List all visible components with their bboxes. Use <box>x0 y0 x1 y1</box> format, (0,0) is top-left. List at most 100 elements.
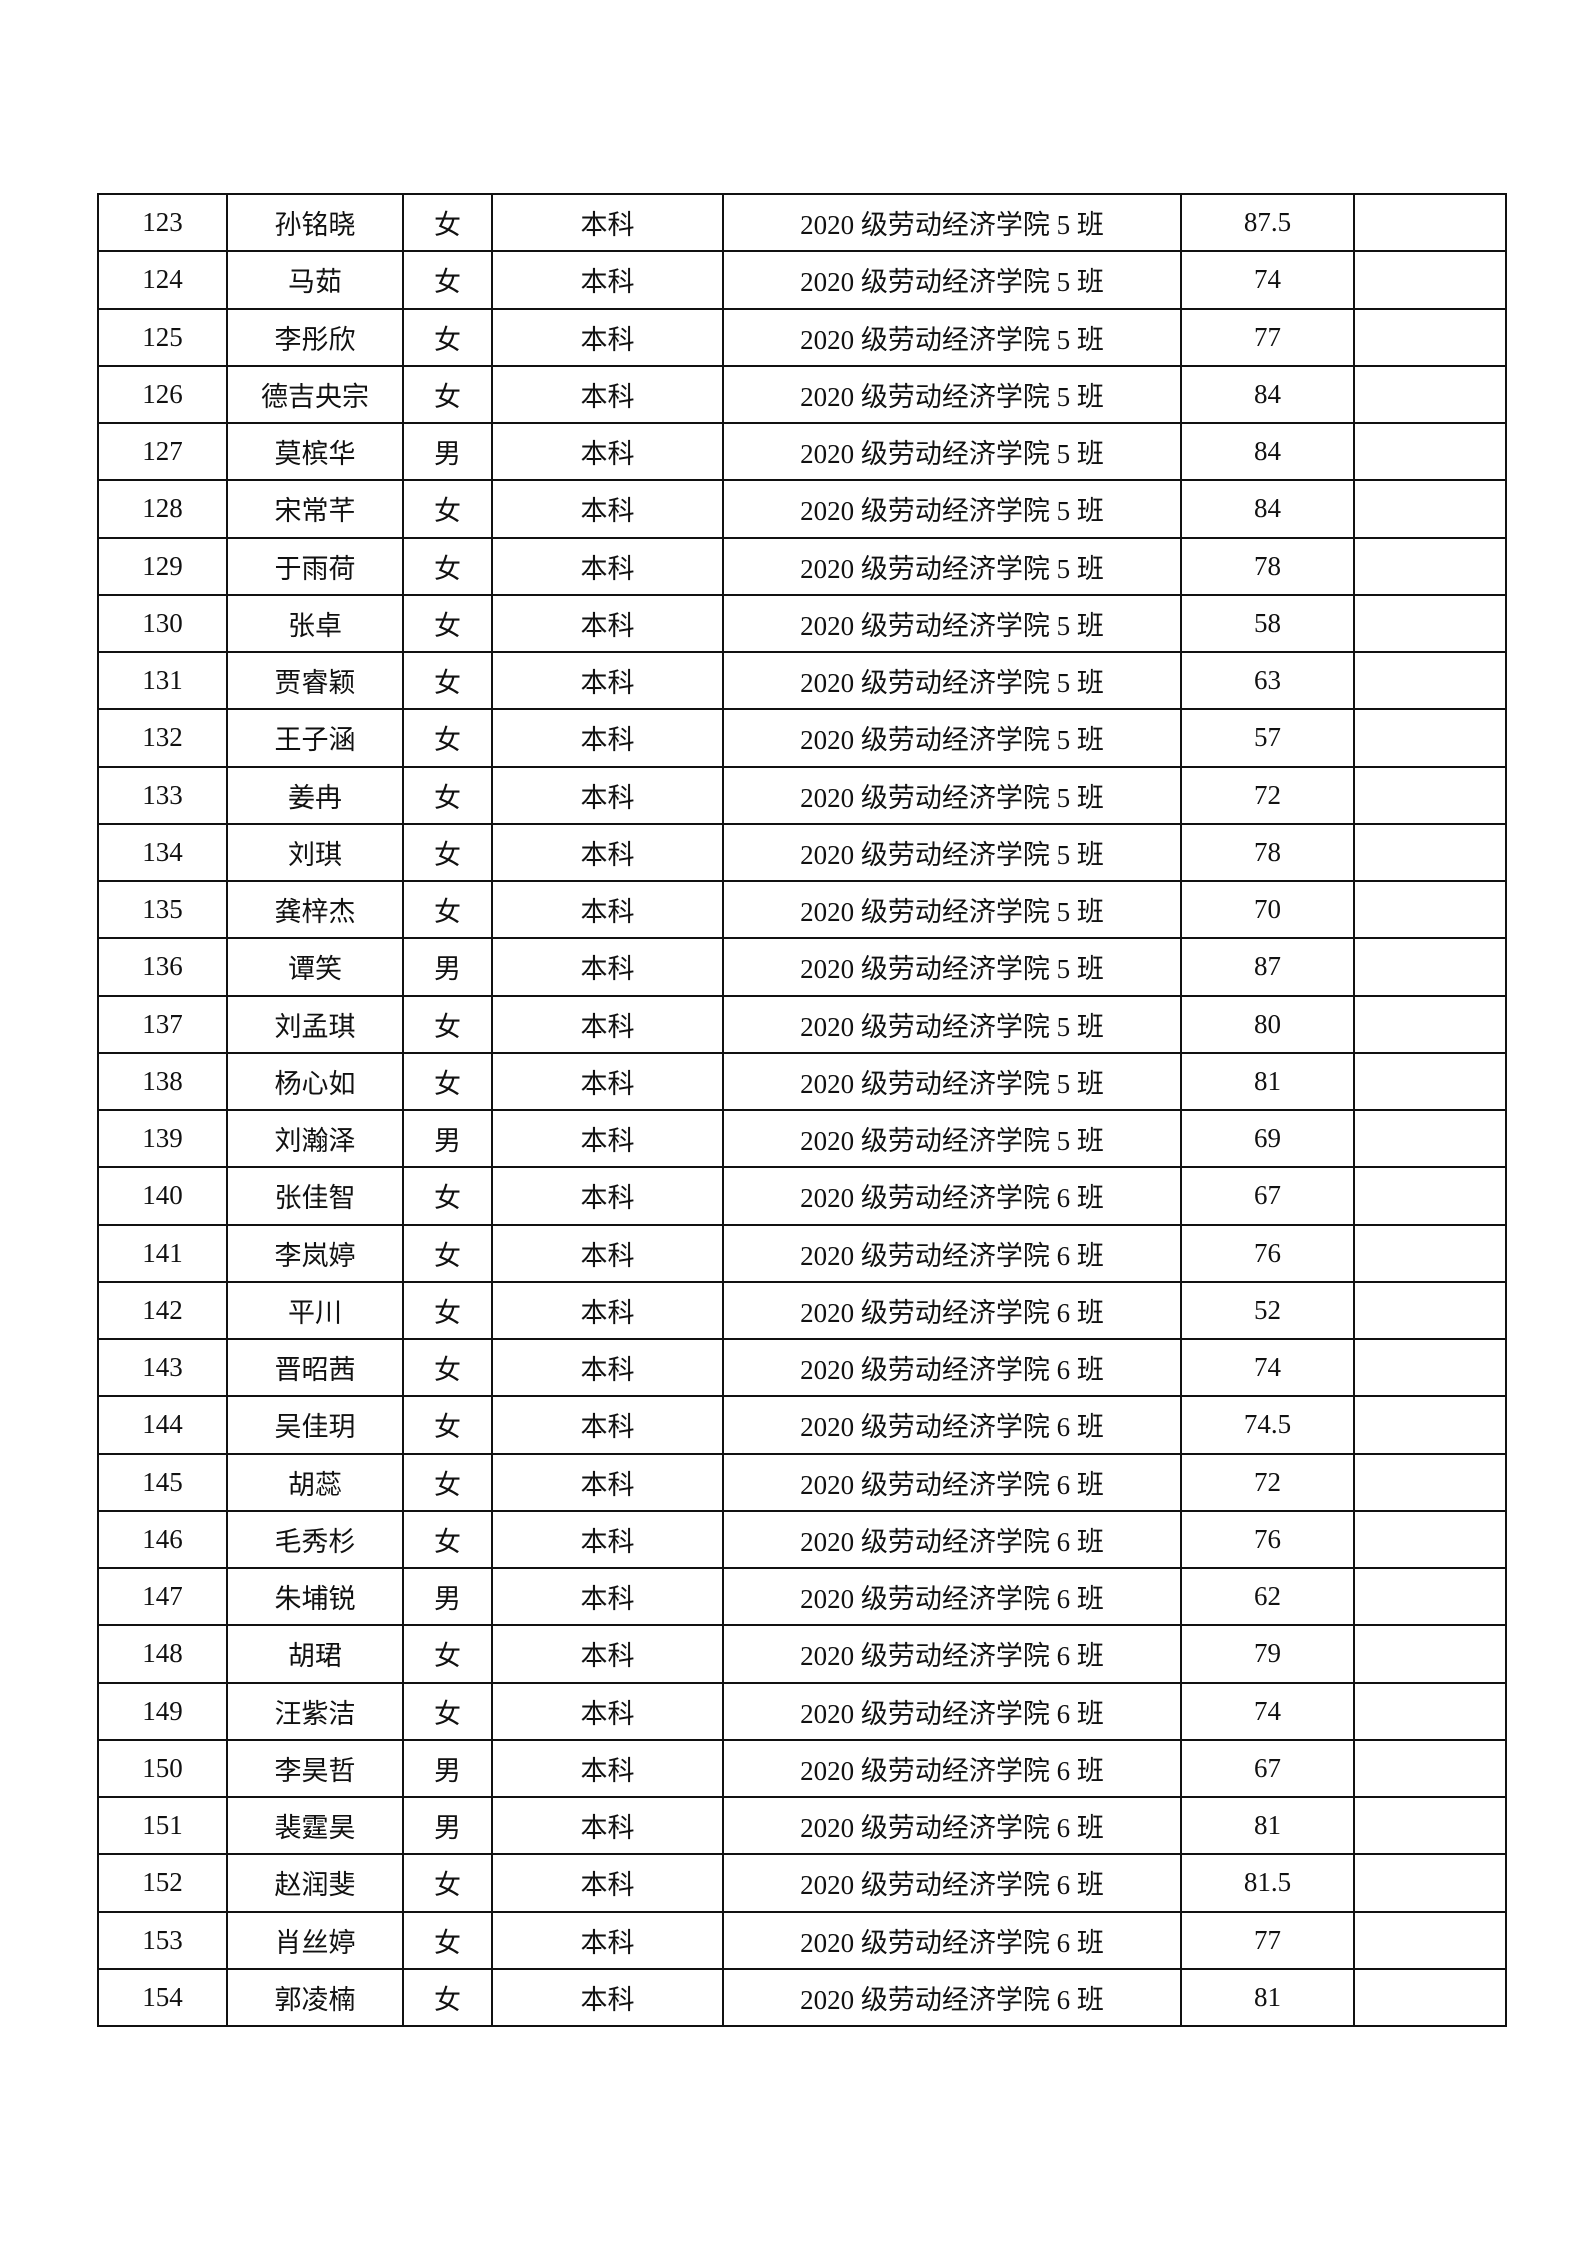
note-cell <box>1353 1853 1507 1913</box>
row-number-cell: 137 <box>97 994 228 1054</box>
row-number-cell: 130 <box>97 593 228 654</box>
table-row: 130 张卓 女 本科 2020 级劳动经济学院 5 班 58 <box>97 593 1507 654</box>
score-cell: 84 <box>1180 421 1355 482</box>
note-cell <box>1353 250 1507 310</box>
gender-cell: 女 <box>402 250 493 310</box>
name-cell: 于雨荷 <box>226 536 404 596</box>
name-cell: 刘孟琪 <box>226 994 404 1054</box>
table-row: 148 胡珺 女 本科 2020 级劳动经济学院 6 班 79 <box>97 1624 1507 1684</box>
gender-cell: 女 <box>402 1452 493 1512</box>
score-cell: 74.5 <box>1180 1395 1355 1455</box>
gender-cell: 女 <box>402 1337 493 1398</box>
name-cell: 李彤欣 <box>226 307 404 367</box>
students-table: 123 孙铭晓 女 本科 2020 级劳动经济学院 5 班 87.5 124 马… <box>97 192 1507 2028</box>
score-cell: 62 <box>1180 1566 1355 1627</box>
degree-cell: 本科 <box>491 708 724 768</box>
score-cell: 81 <box>1180 1795 1355 1856</box>
degree-cell: 本科 <box>491 1166 724 1226</box>
table-row: 140 张佳智 女 本科 2020 级劳动经济学院 6 班 67 <box>97 1166 1507 1226</box>
table-row: 132 王子涵 女 本科 2020 级劳动经济学院 5 班 57 <box>97 708 1507 768</box>
class-cell: 2020 级劳动经济学院 5 班 <box>722 1108 1182 1169</box>
gender-cell: 女 <box>402 1395 493 1455</box>
degree-cell: 本科 <box>491 994 724 1054</box>
note-cell <box>1353 1280 1507 1341</box>
score-cell: 69 <box>1180 1108 1355 1169</box>
note-cell <box>1353 1795 1507 1856</box>
class-cell: 2020 级劳动经济学院 6 班 <box>722 1738 1182 1799</box>
name-cell: 汪紫洁 <box>226 1681 404 1741</box>
degree-cell: 本科 <box>491 1395 724 1455</box>
class-cell: 2020 级劳动经济学院 6 班 <box>722 1624 1182 1684</box>
name-cell: 张佳智 <box>226 1166 404 1226</box>
class-cell: 2020 级劳动经济学院 5 班 <box>722 765 1182 825</box>
class-cell: 2020 级劳动经济学院 5 班 <box>722 1051 1182 1112</box>
name-cell: 德吉央宗 <box>226 364 404 425</box>
score-cell: 77 <box>1180 1910 1355 1970</box>
class-cell: 2020 级劳动经济学院 6 班 <box>722 1337 1182 1398</box>
row-number-cell: 128 <box>97 479 228 539</box>
class-cell: 2020 级劳动经济学院 5 班 <box>722 192 1182 253</box>
score-cell: 79 <box>1180 1624 1355 1684</box>
gender-cell: 女 <box>402 1853 493 1913</box>
name-cell: 宋常芊 <box>226 479 404 539</box>
row-number-cell: 132 <box>97 708 228 768</box>
score-cell: 81 <box>1180 1051 1355 1112</box>
note-cell <box>1353 1509 1507 1570</box>
name-cell: 莫槟华 <box>226 421 404 482</box>
name-cell: 龚梓杰 <box>226 879 404 940</box>
row-number-cell: 152 <box>97 1853 228 1913</box>
class-cell: 2020 级劳动经济学院 6 班 <box>722 1223 1182 1283</box>
gender-cell: 女 <box>402 536 493 596</box>
name-cell: 刘瀚泽 <box>226 1108 404 1169</box>
note-cell <box>1353 1738 1507 1799</box>
gender-cell: 女 <box>402 650 493 711</box>
name-cell: 胡珺 <box>226 1624 404 1684</box>
table-row: 141 李岚婷 女 本科 2020 级劳动经济学院 6 班 76 <box>97 1223 1507 1283</box>
score-cell: 72 <box>1180 1452 1355 1512</box>
class-cell: 2020 级劳动经济学院 6 班 <box>722 1566 1182 1627</box>
row-number-cell: 135 <box>97 879 228 940</box>
table-row: 136 谭笑 男 本科 2020 级劳动经济学院 5 班 87 <box>97 937 1507 997</box>
row-number-cell: 150 <box>97 1738 228 1799</box>
row-number-cell: 131 <box>97 650 228 711</box>
name-cell: 郭凌楠 <box>226 1967 404 2028</box>
name-cell: 张卓 <box>226 593 404 654</box>
table-row: 131 贾睿颖 女 本科 2020 级劳动经济学院 5 班 63 <box>97 650 1507 711</box>
note-cell <box>1353 1681 1507 1741</box>
note-cell <box>1353 364 1507 425</box>
note-cell <box>1353 994 1507 1054</box>
table-row: 138 杨心如 女 本科 2020 级劳动经济学院 5 班 81 <box>97 1051 1507 1112</box>
note-cell <box>1353 1223 1507 1283</box>
note-cell <box>1353 1566 1507 1627</box>
score-cell: 67 <box>1180 1166 1355 1226</box>
row-number-cell: 136 <box>97 937 228 997</box>
degree-cell: 本科 <box>491 307 724 367</box>
class-cell: 2020 级劳动经济学院 5 班 <box>722 479 1182 539</box>
degree-cell: 本科 <box>491 536 724 596</box>
degree-cell: 本科 <box>491 1910 724 1970</box>
note-cell <box>1353 1452 1507 1512</box>
row-number-cell: 144 <box>97 1395 228 1455</box>
table-row: 144 吴佳玥 女 本科 2020 级劳动经济学院 6 班 74.5 <box>97 1395 1507 1455</box>
gender-cell: 女 <box>402 1910 493 1970</box>
class-cell: 2020 级劳动经济学院 6 班 <box>722 1795 1182 1856</box>
note-cell <box>1353 1051 1507 1112</box>
degree-cell: 本科 <box>491 479 724 539</box>
row-number-cell: 123 <box>97 192 228 253</box>
gender-cell: 女 <box>402 1624 493 1684</box>
degree-cell: 本科 <box>491 1452 724 1512</box>
table-row: 152 赵润斐 女 本科 2020 级劳动经济学院 6 班 81.5 <box>97 1853 1507 1913</box>
degree-cell: 本科 <box>491 1795 724 1856</box>
name-cell: 平川 <box>226 1280 404 1341</box>
score-cell: 78 <box>1180 536 1355 596</box>
row-number-cell: 133 <box>97 765 228 825</box>
gender-cell: 女 <box>402 1509 493 1570</box>
score-cell: 74 <box>1180 250 1355 310</box>
degree-cell: 本科 <box>491 879 724 940</box>
table-row: 146 毛秀杉 女 本科 2020 级劳动经济学院 6 班 76 <box>97 1509 1507 1570</box>
table-row: 139 刘瀚泽 男 本科 2020 级劳动经济学院 5 班 69 <box>97 1108 1507 1169</box>
class-cell: 2020 级劳动经济学院 5 班 <box>722 593 1182 654</box>
gender-cell: 男 <box>402 1795 493 1856</box>
note-cell <box>1353 1624 1507 1684</box>
